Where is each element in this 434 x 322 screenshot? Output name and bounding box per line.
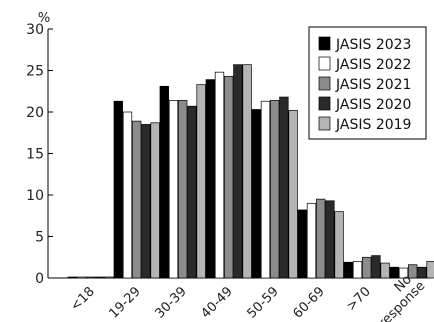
bar [417, 266, 427, 279]
bar [86, 276, 96, 279]
legend-label: JASIS 2022 [335, 57, 411, 73]
bar [251, 109, 261, 279]
y-tick-label: 5 [35, 230, 44, 246]
bar [408, 264, 418, 279]
bar [141, 124, 151, 279]
bar [352, 261, 363, 279]
y-tick-label: 15 [26, 147, 44, 163]
legend-swatch [318, 96, 331, 111]
bar [233, 64, 243, 279]
bar [380, 262, 390, 279]
bar [214, 71, 225, 279]
y-tick-label: 20 [26, 105, 44, 121]
bar [426, 261, 434, 279]
bar [288, 109, 298, 279]
bar [205, 79, 215, 279]
bar [168, 100, 179, 279]
bar [67, 276, 77, 279]
x-tick-label: 40-49 [199, 284, 236, 321]
x-tick-label: 60-69 [291, 284, 328, 321]
bar [371, 255, 381, 279]
legend-label: JASIS 2023 [335, 37, 411, 53]
bar [76, 276, 87, 279]
legend-label: JASIS 2021 [335, 77, 411, 93]
bar [270, 100, 280, 279]
bar [242, 64, 252, 279]
y-tick-label: 30 [26, 22, 44, 38]
bar [159, 85, 169, 279]
chart-legend: JASIS 2023 JASIS 2022 JASIS 2021 JASIS 2020… [308, 26, 427, 140]
y-tick-label: 10 [26, 188, 44, 204]
bar [306, 202, 317, 279]
legend-swatch [318, 36, 331, 51]
legend-label: JASIS 2019 [335, 117, 411, 133]
legend-swatch [318, 116, 331, 131]
bar [132, 120, 142, 279]
x-tick-label: 30-39 [153, 284, 190, 321]
bar [113, 100, 123, 279]
legend-label: JASIS 2020 [335, 97, 411, 113]
bar [279, 96, 289, 279]
bar [389, 266, 399, 279]
y-tick-label: 0 [35, 271, 44, 287]
x-tick-label: 50-59 [245, 284, 282, 321]
bar [224, 75, 234, 279]
bar [297, 209, 307, 279]
x-tick-label: <18 [68, 284, 98, 314]
legend-swatch [318, 76, 331, 91]
bar [196, 84, 206, 279]
bar [316, 198, 326, 279]
bar [343, 261, 353, 279]
bar [122, 111, 133, 279]
bar [260, 100, 271, 279]
bar [325, 200, 335, 279]
bar [95, 276, 105, 279]
y-unit-label: % [38, 11, 50, 26]
bar [398, 267, 409, 279]
bar [334, 211, 344, 279]
bar [150, 122, 160, 279]
bar [104, 276, 114, 279]
bar [178, 100, 188, 279]
chart-bars [67, 64, 434, 279]
bar [187, 105, 197, 279]
y-tick-label: 25 [26, 64, 44, 80]
x-tick-label: 19-29 [107, 284, 144, 321]
bar [362, 256, 372, 279]
legend-swatch [318, 56, 331, 71]
x-tick-label: >70 [344, 284, 374, 314]
